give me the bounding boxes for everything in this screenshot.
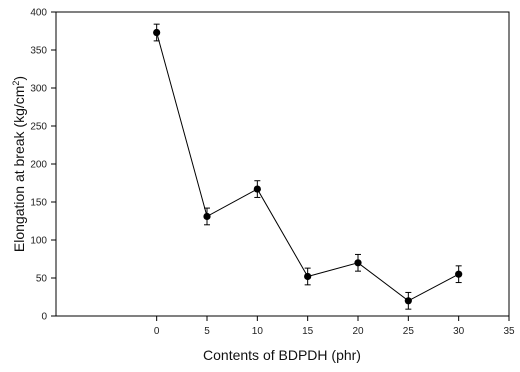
data-point [203, 212, 211, 221]
x-tick-label: 10 [252, 326, 264, 337]
y-axis-ticks: 0 50 100 150 200 250 300 350 400 [30, 8, 56, 323]
x-axis-label: Contents of BDPDH (phr) [203, 347, 361, 363]
y-tick-label: 200 [30, 160, 47, 171]
y-tick-label: 250 [30, 122, 47, 133]
y-tick-label: 0 [41, 312, 47, 323]
data-point [253, 185, 261, 193]
x-tick-label: 30 [453, 326, 465, 337]
x-tick-label: 20 [352, 326, 364, 337]
data-point [404, 297, 412, 305]
y-axis-label-main: Elongation at break (kg/cm [11, 86, 27, 253]
y-tick-label: 100 [30, 236, 47, 247]
data-point [153, 28, 161, 37]
y-axis-label-close: ) [11, 76, 27, 81]
plot-frame [55, 11, 510, 317]
x-tick-label: 15 [302, 326, 314, 337]
data-point [354, 259, 362, 267]
y-axis-label-superscript: 2 [11, 81, 21, 86]
x-tick-label: 35 [503, 326, 515, 337]
y-tick-label: 350 [30, 46, 47, 57]
data-point [455, 270, 463, 278]
x-axis-ticks: 0 5 10 15 20 25 30 35 [154, 316, 515, 337]
y-tick-label: 400 [30, 8, 47, 19]
y-tick-label: 300 [30, 84, 47, 95]
series-line [156, 32, 459, 302]
x-tick-label: 0 [154, 326, 160, 337]
data-point [304, 272, 312, 281]
x-tick-label: 25 [403, 326, 415, 337]
y-tick-label: 50 [36, 274, 48, 285]
y-tick-label: 150 [30, 198, 47, 209]
x-tick-label: 5 [204, 326, 210, 337]
y-axis-label: Elongation at break (kg/cm2) [11, 76, 27, 252]
series-layer [153, 23, 463, 310]
